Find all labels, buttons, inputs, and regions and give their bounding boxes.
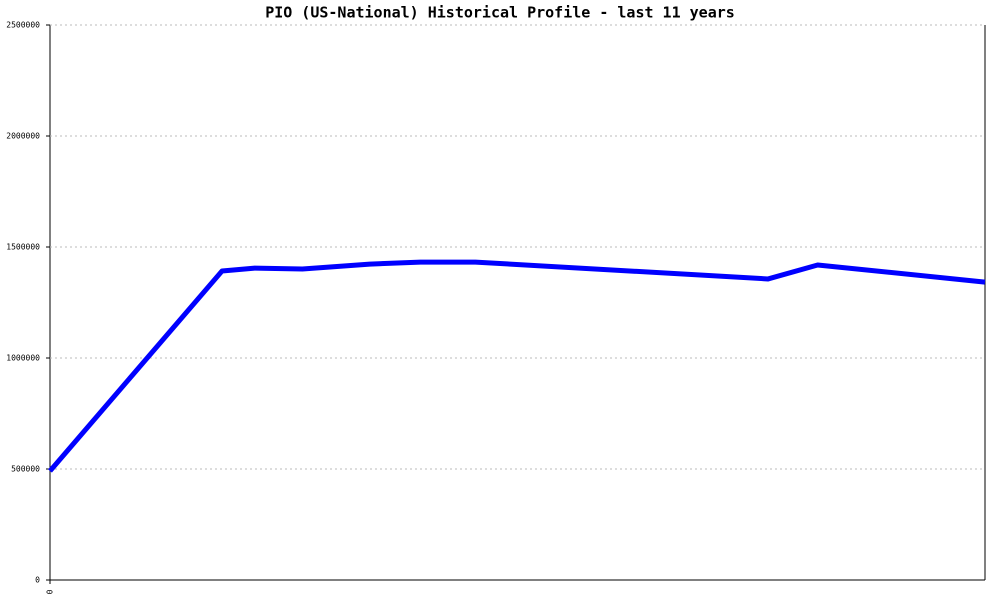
y-tick-label: 2500000 (6, 21, 40, 30)
y-tick-label: 1000000 (6, 354, 40, 363)
data-line (48, 259, 986, 473)
y-tick-label: 1500000 (6, 243, 40, 252)
y-tick-label: 2000000 (6, 132, 40, 141)
chart-title: PIO (US-National) Historical Profile - l… (265, 4, 735, 22)
y-tick-label: 500000 (11, 465, 40, 474)
y-tick-label: 0 (35, 576, 40, 585)
x-tick-label: 0 (46, 589, 55, 594)
